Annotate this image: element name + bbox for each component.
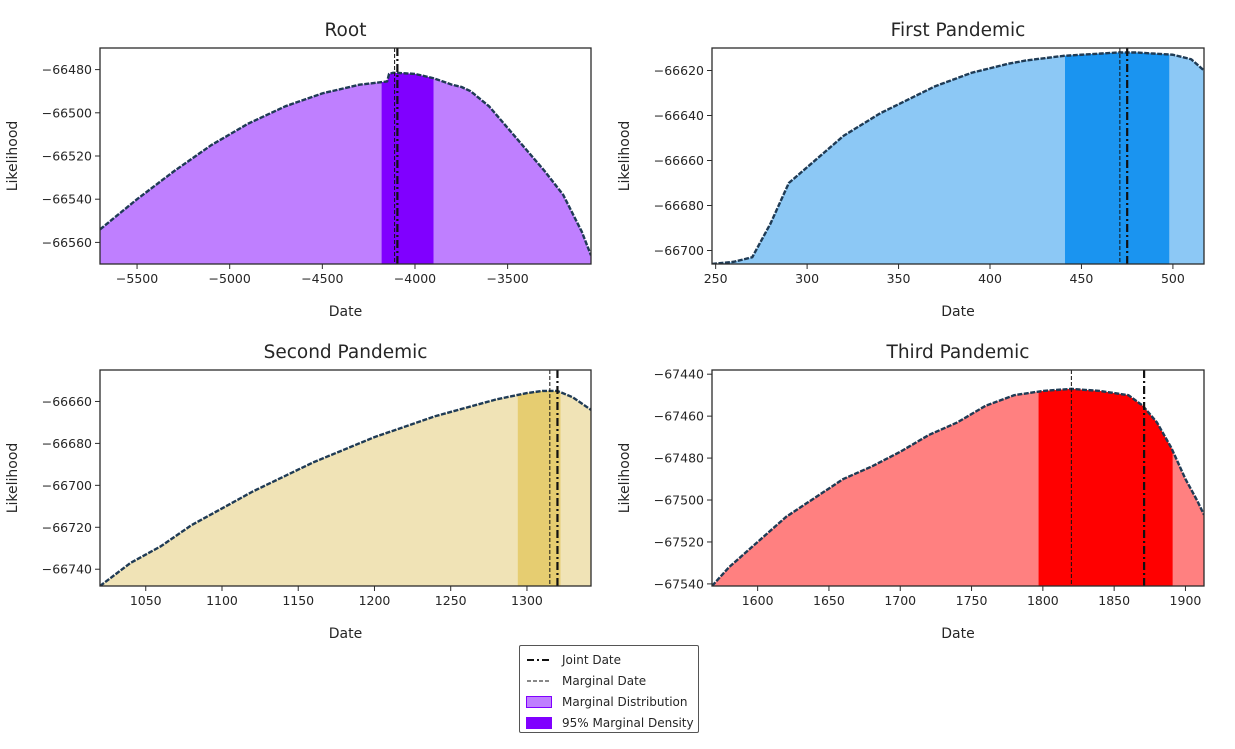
legend-label-joint-date: Joint Date — [562, 652, 622, 667]
y-tick-label: −67480 — [654, 451, 704, 466]
y-tick-label: −66660 — [654, 153, 704, 168]
y-tick-label: −66620 — [654, 63, 704, 78]
x-tick-label: 1750 — [956, 593, 988, 608]
x-tick-label: 1600 — [742, 593, 774, 608]
panel-title-first-pandemic: First Pandemic — [891, 20, 1026, 41]
x-tick-label: −5000 — [209, 271, 251, 286]
marginal-distribution-area — [100, 72, 591, 264]
y-tick-label: −66480 — [42, 62, 92, 77]
y-tick-label: −66680 — [42, 436, 92, 451]
likelihood-line — [100, 71, 591, 256]
y-tick-label: −66720 — [42, 520, 92, 535]
y-tick-label: −66660 — [42, 394, 92, 409]
y-tick-label: −66680 — [654, 198, 704, 213]
likelihood-line — [712, 387, 1204, 586]
likelihood-line — [712, 51, 1204, 264]
legend-item-marginal-date: Marginal Date — [526, 670, 692, 691]
y-axis-label: Likelihood — [617, 443, 633, 514]
x-tick-label: 1150 — [282, 593, 314, 608]
x-tick-label: 500 — [1161, 271, 1185, 286]
panel-title-second-pandemic: Second Pandemic — [264, 342, 428, 363]
marginal-density-band — [1038, 388, 1173, 586]
legend-label-marginal-distribution: Marginal Distribution — [562, 694, 688, 709]
plot-frame — [711, 47, 1205, 265]
y-tick-label: −66640 — [654, 108, 704, 123]
plot-frame — [99, 369, 592, 587]
y-tick-label: −67440 — [654, 367, 704, 382]
x-tick-label: 1900 — [1170, 593, 1202, 608]
panel-title-third-pandemic: Third Pandemic — [886, 342, 1030, 363]
x-tick-label: 450 — [1070, 271, 1094, 286]
panel-root: −5500 −5000 −4500 −4000 −3500 −66560 −66540 −66… — [5, 20, 592, 320]
x-tick-label: −5500 — [116, 271, 158, 286]
x-tick-label: 1850 — [1098, 593, 1130, 608]
x-tick-label: −4000 — [394, 271, 436, 286]
y-tick-label: −66540 — [42, 192, 92, 207]
x-tick-label: 300 — [795, 271, 819, 286]
x-tick-label: 1300 — [511, 593, 543, 608]
legend-label-marginal-date: Marginal Date — [562, 673, 647, 688]
x-tick-label: 1650 — [813, 593, 845, 608]
y-tick-label: −66560 — [42, 235, 92, 250]
x-tick-label: 1250 — [435, 593, 467, 608]
y-tick-label: −66700 — [654, 243, 704, 258]
x-tick-label: −3500 — [486, 271, 528, 286]
x-tick-label: 1800 — [1027, 593, 1059, 608]
chart-legend: Joint Date Marginal Date Marginal Distri… — [519, 645, 699, 733]
x-tick-label: 250 — [704, 271, 728, 286]
x-tick-label: −4500 — [301, 271, 343, 286]
y-tick-label: −67460 — [654, 409, 704, 424]
x-axis-label: Date — [941, 304, 974, 320]
legend-label-marginal-density: 95% Marginal Density — [562, 715, 694, 730]
y-tick-label: −67540 — [654, 576, 704, 591]
y-axis-label: Likelihood — [5, 443, 21, 514]
x-tick-label: 350 — [887, 271, 911, 286]
x-tick-label: 1050 — [130, 593, 162, 608]
y-tick-label: −66740 — [42, 562, 92, 577]
y-tick-label: −66500 — [42, 105, 92, 120]
x-tick-label: 1100 — [206, 593, 238, 608]
y-tick-label: −66520 — [42, 149, 92, 164]
y-tick-label: −67500 — [654, 493, 704, 508]
x-axis-label: Date — [329, 304, 362, 320]
likelihood-line — [100, 389, 591, 586]
panel-first-pandemic: 250 300 350 400 450 500 −66700 −66680 −66660 −666… — [617, 20, 1205, 320]
marginal-density-band — [517, 390, 561, 586]
x-tick-label: 1200 — [359, 593, 391, 608]
x-axis-label: Date — [941, 626, 974, 642]
distribution-swatch-icon — [526, 695, 552, 708]
plot-frame — [711, 369, 1205, 587]
marginal-distribution-area — [100, 390, 591, 586]
y-tick-label: −67520 — [654, 534, 704, 549]
panel-second-pandemic: 1050 1100 1150 1200 1250 1300 −66740 −66720 −667… — [5, 342, 592, 642]
marginal-density-band — [1064, 52, 1170, 264]
legend-item-marginal-distribution: Marginal Distribution — [526, 691, 692, 712]
y-axis-label: Likelihood — [617, 121, 633, 192]
panel-title-root: Root — [325, 20, 367, 41]
legend-item-joint-date: Joint Date — [526, 649, 692, 670]
density-swatch-icon — [526, 716, 552, 729]
x-axis-label: Date — [329, 626, 362, 642]
panel-third-pandemic: 1600 1650 1700 1750 1800 1850 1900 −67540 −67520… — [617, 342, 1205, 642]
x-tick-label: 1700 — [884, 593, 916, 608]
y-axis-label: Likelihood — [5, 121, 21, 192]
x-tick-label: 400 — [978, 271, 1002, 286]
dash-dot-line-icon — [526, 654, 552, 666]
marginal-density-band — [381, 72, 434, 264]
legend-item-marginal-density: 95% Marginal Density — [526, 712, 694, 733]
dashed-line-icon — [526, 675, 552, 687]
y-tick-label: −66700 — [42, 478, 92, 493]
